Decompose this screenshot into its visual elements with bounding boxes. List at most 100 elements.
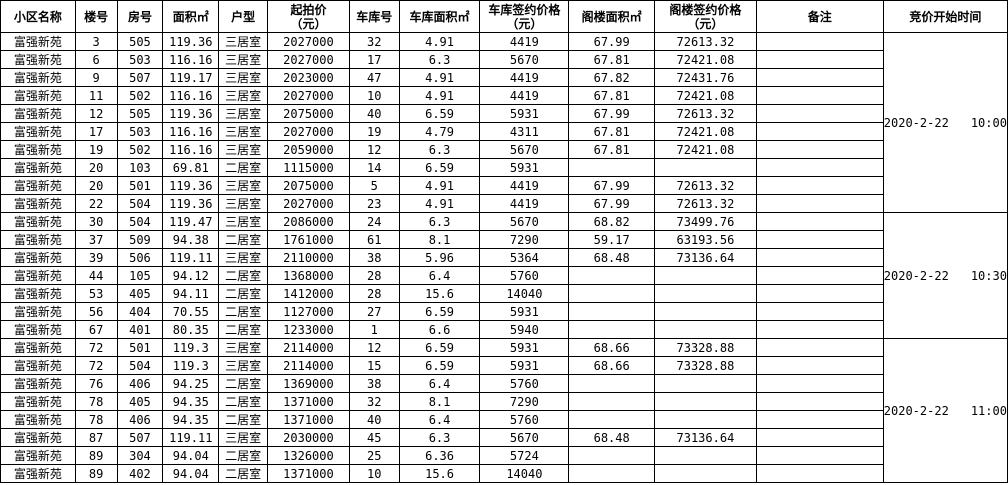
cell-remark[interactable] [755,464,884,483]
cell-area[interactable]: 70.55 [162,302,220,321]
cell-garage-no[interactable]: 32 [348,392,400,411]
cell-room[interactable]: 505 [116,104,164,123]
cell-community[interactable]: 富强新苑 [0,104,76,123]
cell-layout[interactable]: 三居室 [218,68,269,87]
cell-start-price[interactable]: 2027000 [267,32,350,51]
cell-attic-area[interactable]: 67.99 [568,194,656,213]
cell-garage-area[interactable]: 4.91 [398,86,481,105]
cell-layout[interactable]: 二居室 [218,410,269,429]
cell-layout[interactable]: 三居室 [218,212,269,231]
cell-layout[interactable]: 三居室 [218,104,269,123]
cell-attic-area[interactable] [568,302,656,321]
cell-garage-area[interactable]: 4.91 [398,32,481,51]
header-building[interactable]: 楼号 [74,0,118,33]
cell-start-price[interactable]: 2027000 [267,122,350,141]
cell-garage-price[interactable]: 5931 [479,158,570,177]
cell-garage-price[interactable]: 5670 [479,428,570,447]
cell-building[interactable]: 67 [74,320,118,339]
cell-area[interactable]: 119.36 [162,104,220,123]
cell-garage-no[interactable]: 17 [348,50,400,69]
cell-room[interactable]: 504 [116,212,164,231]
cell-attic-price[interactable] [654,410,757,429]
cell-remark[interactable] [755,356,884,375]
cell-start-price[interactable]: 2075000 [267,176,350,195]
cell-attic-area[interactable]: 67.81 [568,122,656,141]
cell-garage-price[interactable]: 5670 [479,50,570,69]
cell-room[interactable]: 105 [116,266,164,285]
cell-garage-price[interactable]: 5670 [479,212,570,231]
cell-community[interactable]: 富强新苑 [0,446,76,465]
cell-garage-area[interactable]: 6.3 [398,50,481,69]
cell-layout[interactable]: 二居室 [218,284,269,303]
cell-remark[interactable] [755,410,884,429]
cell-start-price[interactable]: 2027000 [267,194,350,213]
header-garage-area[interactable]: 车库面积㎡ [398,0,481,33]
cell-remark[interactable] [755,230,884,249]
cell-garage-no[interactable]: 19 [348,122,400,141]
cell-attic-area[interactable]: 68.48 [568,428,656,447]
header-attic-area[interactable]: 阁楼面积㎡ [568,0,656,33]
cell-attic-price[interactable]: 72421.08 [654,50,757,69]
cell-attic-area[interactable]: 67.99 [568,32,656,51]
cell-attic-area[interactable]: 67.82 [568,68,656,87]
cell-garage-area[interactable]: 6.3 [398,212,481,231]
cell-garage-no[interactable]: 40 [348,104,400,123]
cell-community[interactable]: 富强新苑 [0,428,76,447]
cell-building[interactable]: 30 [74,212,118,231]
cell-layout[interactable]: 二居室 [218,446,269,465]
cell-building[interactable]: 37 [74,230,118,249]
cell-attic-area[interactable]: 68.82 [568,212,656,231]
cell-attic-price[interactable] [654,284,757,303]
cell-remark[interactable] [755,320,884,339]
cell-remark[interactable] [755,266,884,285]
cell-garage-no[interactable]: 38 [348,374,400,393]
cell-attic-price[interactable]: 73499.76 [654,212,757,231]
cell-garage-no[interactable]: 24 [348,212,400,231]
cell-garage-price[interactable]: 5760 [479,410,570,429]
cell-garage-no[interactable]: 15 [348,356,400,375]
cell-attic-price[interactable]: 72421.08 [654,86,757,105]
cell-layout[interactable]: 三居室 [218,32,269,51]
cell-attic-price[interactable]: 72613.32 [654,32,757,51]
cell-layout[interactable]: 三居室 [218,86,269,105]
cell-garage-area[interactable]: 6.3 [398,428,481,447]
cell-area[interactable]: 119.11 [162,428,220,447]
cell-attic-price[interactable]: 72613.32 [654,194,757,213]
cell-garage-no[interactable]: 40 [348,410,400,429]
cell-start-price[interactable]: 1371000 [267,464,350,483]
cell-attic-price[interactable]: 63193.56 [654,230,757,249]
cell-community[interactable]: 富强新苑 [0,230,76,249]
cell-garage-area[interactable]: 4.91 [398,68,481,87]
cell-building[interactable]: 39 [74,248,118,267]
cell-attic-area[interactable]: 67.99 [568,104,656,123]
cell-community[interactable]: 富强新苑 [0,266,76,285]
cell-room[interactable]: 405 [116,284,164,303]
cell-remark[interactable] [755,302,884,321]
cell-attic-area[interactable] [568,446,656,465]
cell-garage-price[interactable]: 5931 [479,302,570,321]
cell-garage-area[interactable]: 4.79 [398,122,481,141]
cell-remark[interactable] [755,104,884,123]
cell-building[interactable]: 6 [74,50,118,69]
cell-garage-no[interactable]: 5 [348,176,400,195]
cell-garage-price[interactable]: 5940 [479,320,570,339]
cell-room[interactable]: 404 [116,302,164,321]
cell-attic-area[interactable] [568,284,656,303]
cell-room[interactable]: 504 [116,194,164,213]
cell-start-price[interactable]: 1761000 [267,230,350,249]
cell-building[interactable]: 78 [74,410,118,429]
cell-community[interactable]: 富强新苑 [0,320,76,339]
cell-garage-price[interactable]: 4419 [479,86,570,105]
cell-garage-no[interactable]: 28 [348,266,400,285]
cell-community[interactable]: 富强新苑 [0,392,76,411]
cell-building[interactable]: 22 [74,194,118,213]
cell-remark[interactable] [755,122,884,141]
cell-garage-area[interactable]: 4.91 [398,176,481,195]
header-attic-price[interactable]: 阁楼签约价格 （元） [654,0,757,33]
cell-start-price[interactable]: 2059000 [267,140,350,159]
cell-room[interactable]: 502 [116,86,164,105]
cell-attic-area[interactable]: 68.66 [568,338,656,357]
header-start-time[interactable]: 竞价开始时间 [882,0,1008,33]
cell-building[interactable]: 87 [74,428,118,447]
cell-garage-area[interactable]: 8.1 [398,230,481,249]
